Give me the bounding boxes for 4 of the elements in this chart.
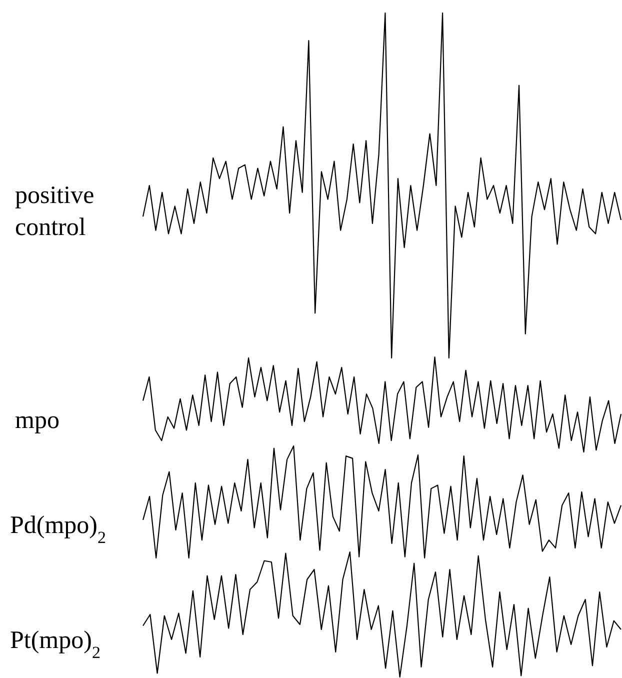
series-label: positive control — [15, 182, 94, 241]
series-label: Pd(mpo)$_{2}$ — [10, 512, 106, 546]
text: mpo — [15, 407, 60, 434]
series-label: Pt(mpo)$_{2}$ — [10, 627, 100, 662]
